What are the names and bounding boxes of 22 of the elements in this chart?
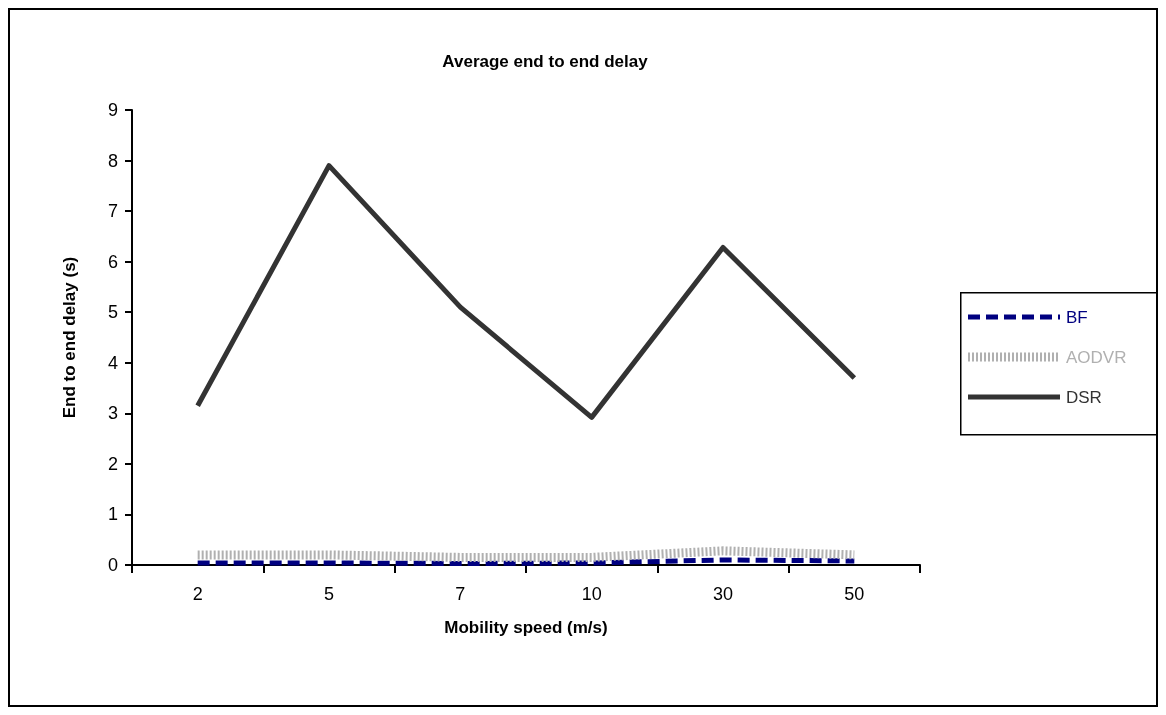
y-tick-label: 3 xyxy=(107,403,118,424)
text: AODVR xyxy=(1066,347,1127,367)
y-tick-label: 4 xyxy=(107,352,118,373)
y-tick-label: 7 xyxy=(107,201,118,222)
x-tick-label: 7 xyxy=(455,584,466,604)
y-tick-label: 8 xyxy=(107,150,118,171)
y-axis-title: End to end delay (s) xyxy=(60,256,79,419)
x-tick-label: 10 xyxy=(581,584,602,604)
y-tick-label: 9 xyxy=(107,100,118,120)
y-tick-label: 2 xyxy=(107,453,118,474)
y-tick-label: 6 xyxy=(107,251,118,272)
text: DSR xyxy=(1066,387,1102,407)
y-tick-label: 5 xyxy=(107,302,118,323)
y-tick-label: 1 xyxy=(107,504,118,525)
x-tick-label: 50 xyxy=(844,584,865,604)
x-tick-label: 30 xyxy=(712,584,734,604)
x-tick-label: 5 xyxy=(323,584,335,604)
x-tick-label: 2 xyxy=(192,584,203,604)
y-tick-label: 0 xyxy=(107,555,118,575)
x-axis-title: Mobility speed (m/s) xyxy=(444,618,608,637)
text: BF xyxy=(1066,307,1088,327)
chart-title: Average end to end delay xyxy=(442,52,649,71)
